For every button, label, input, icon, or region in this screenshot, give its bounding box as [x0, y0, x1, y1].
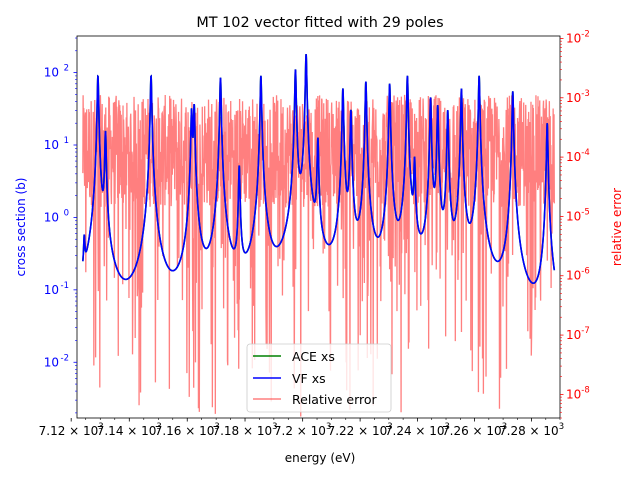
y-left-tick-label: 10 1 [44, 136, 69, 152]
x-tick-label: 7.24 × 103 [385, 422, 450, 438]
vf-xs-line [82, 53, 556, 285]
x-tick-label: 7.12 × 103 [39, 422, 104, 438]
legend-box [246, 343, 392, 413]
y-left-tick-label: 10 2 [44, 64, 69, 80]
y-left-tick-label: 10 -2 [44, 353, 69, 369]
x-tick-label: 7.2 × 103 [274, 422, 331, 438]
y-left-tick-label: 10 0 [44, 208, 69, 224]
y-right-tick-label: 10-2 [566, 29, 590, 45]
y-left-tick-label: 10 -1 [44, 281, 69, 297]
x-axis-label: energy (eV) [285, 451, 356, 465]
x-tick-label: 7.26 × 103 [442, 422, 507, 438]
chart-title: MT 102 vector fitted with 29 poles [196, 15, 443, 31]
legend-label-vf: VF xs [292, 371, 326, 386]
x-tick-label: 7.28 × 103 [499, 422, 564, 438]
legend-label-ace: ACE xs [292, 349, 335, 364]
y-right-tick-label: 10-7 [566, 326, 590, 342]
x-tick-label: 7.14 × 103 [97, 422, 162, 438]
y-right-tick-label: 10-6 [566, 267, 590, 283]
y-right-tick-label: 10-5 [566, 207, 590, 223]
axes-frame [76, 35, 561, 419]
x-tick-label: 7.18 × 103 [212, 422, 277, 438]
y-right-tick-label: 10-3 [566, 89, 590, 105]
y-axis-label-left: cross section (b) [14, 178, 28, 277]
y-axis-label-right: relative error [610, 188, 624, 266]
x-tick-label: 7.16 × 103 [155, 422, 220, 438]
x-tick-label: 7.22 × 103 [328, 422, 393, 438]
legend-label-error: Relative error [292, 392, 378, 407]
plot-area [82, 53, 556, 417]
y-right-tick-label: 10-4 [566, 148, 590, 164]
legend: ACE xs VF xs Relative error [246, 343, 392, 413]
y-right-tick-label: 10-8 [566, 385, 590, 401]
